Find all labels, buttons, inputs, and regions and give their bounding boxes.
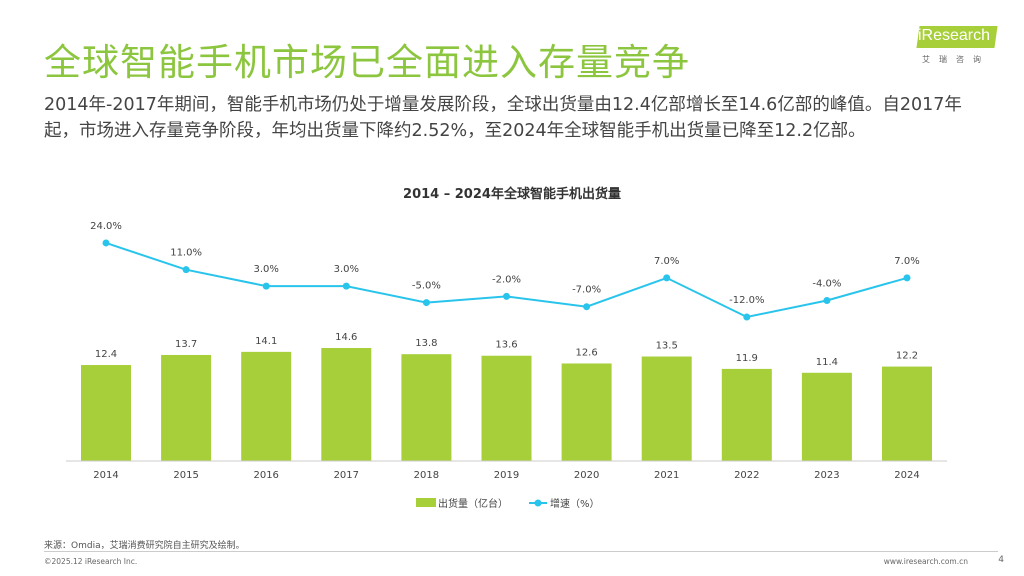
bar-2020 [561,363,612,461]
bar-2021 [641,356,692,461]
growth-label-2021: 7.0% [654,256,679,267]
growth-label-2014: 24.0% [90,221,122,232]
growth-label-2019: -2.0% [492,274,521,285]
legend-bar-swatch [416,498,436,507]
bar-2019 [481,355,532,461]
growth-point-2016 [262,282,270,290]
x-tick-2014: 2014 [93,470,118,481]
x-tick-2018: 2018 [414,470,439,481]
growth-point-2020 [583,303,591,311]
growth-label-2018: -5.0% [412,281,441,292]
bar-2023 [801,372,852,461]
website-link[interactable]: www.iresearch.com.cn [883,557,968,566]
growth-label-2016: 3.0% [253,264,278,275]
legend-bar-label: 出货量（亿台） [438,497,508,510]
x-tick-2019: 2019 [494,470,519,481]
growth-label-2015: 11.0% [170,248,202,259]
bar-label-2017: 14.6 [335,332,357,343]
growth-point-2022 [743,313,751,321]
x-tick-2017: 2017 [334,470,359,481]
x-tick-2021: 2021 [654,470,679,481]
x-tick-2023: 2023 [814,470,839,481]
growth-point-2021 [663,274,671,282]
bar-label-2021: 13.5 [656,341,678,352]
bar-label-2020: 12.6 [575,347,597,358]
x-tick-2022: 2022 [734,470,759,481]
growth-label-2022: -12.0% [729,295,764,306]
bar-label-2016: 14.1 [255,336,277,347]
page-number: 4 [998,555,1004,565]
copyright: ©2025.12 iResearch Inc. [44,557,138,566]
footer-divider [44,551,998,552]
bar-label-2023: 11.4 [816,357,838,368]
x-tick-2024: 2024 [894,470,919,481]
x-tick-2016: 2016 [253,470,278,481]
growth-point-2017 [342,282,350,290]
bar-label-2022: 11.9 [736,353,758,364]
x-tick-2020: 2020 [574,470,599,481]
growth-label-2023: -4.0% [812,279,841,290]
bar-label-2024: 12.2 [896,351,918,362]
page-title: 全球智能手机市场已全面进入存量竞争 [44,41,690,84]
growth-point-2019 [503,292,510,300]
bar-2017 [321,347,372,461]
bar-2014 [81,365,131,461]
bar-label-2019: 13.6 [495,340,517,351]
bar-2024 [882,366,932,461]
growth-point-2014 [102,239,110,247]
page-subtitle: 2014年-2017年期间，智能手机市场仍处于增量发展阶段，全球出货量由12.4… [44,95,962,141]
iresearch-logo: iResearch 艾瑞咨询 [912,24,998,68]
legend: 出货量（亿台） 增速（%） [416,497,600,510]
bar-2018 [401,354,452,461]
x-tick-2015: 2015 [173,470,198,481]
source-note: 来源：Omdia，艾瑞消费研究院自主研究及绘制。 [44,541,245,551]
growth-label-2020: -7.0% [572,285,601,296]
growth-point-2018 [422,299,430,307]
chart-title: 2014 – 2024年全球智能手机出货量 [403,186,621,202]
bar-label-2018: 13.8 [415,338,437,349]
growth-point-2023 [823,297,831,305]
growth-point-2015 [182,266,190,274]
bar-2022 [721,368,772,461]
bar-2016 [241,351,292,461]
legend-line-label: 增速（%） [550,497,600,510]
bar-2015 [161,354,212,461]
growth-label-2024: 7.0% [894,256,919,267]
bar-label-2015: 13.7 [175,339,197,350]
growth-point-2024 [903,274,911,282]
bar-label-2014: 12.4 [95,349,117,360]
growth-label-2017: 3.0% [334,264,359,275]
